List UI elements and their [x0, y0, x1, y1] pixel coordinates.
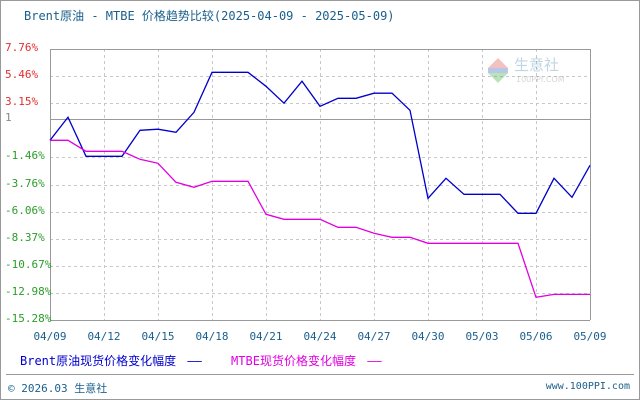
watermark-logo: 生意社 100PPI.COM	[484, 52, 584, 88]
y-tick-label: -6.06%	[5, 203, 45, 217]
y-tick-label: 3.15%	[5, 95, 39, 109]
y-tick-label: -12.98%	[5, 284, 52, 298]
y-tick-label: 5.46%	[5, 68, 39, 82]
legend-mtbe-swatch: ——	[367, 353, 382, 368]
legend-brent-swatch: ——	[187, 353, 202, 368]
x-tick-label: 04/27	[357, 330, 391, 343]
mtbe-series-line	[50, 139, 590, 299]
svg-text:生意社: 生意社	[514, 56, 559, 74]
copyright-text: © 2026.03 生意社	[8, 382, 108, 395]
y-tick-label: -8.37%	[5, 230, 45, 244]
y-tick-label: -3.76%	[5, 176, 45, 190]
x-tick-label: 05/06	[519, 330, 553, 343]
x-tick-label: 04/12	[87, 330, 121, 343]
x-tick-label: 04/15	[141, 330, 175, 343]
y-tick-label: -15.28%	[5, 312, 52, 325]
legend-brent-label: Brent原油现货价格变化幅度	[20, 354, 177, 368]
watermark-icon: 生意社 100PPI.COM	[488, 56, 565, 84]
x-tick-label: 04/18	[195, 330, 229, 343]
y-tick-label: -10.67%	[5, 257, 52, 271]
x-tick-label: 04/30	[411, 330, 445, 343]
site-link[interactable]: www.100PPI.com	[545, 381, 630, 392]
x-tick-label: 04/24	[303, 330, 337, 343]
x-tick-label: 05/09	[573, 330, 607, 343]
y-tick-label: -1.46%	[5, 149, 45, 163]
x-tick-label: 04/09	[33, 330, 67, 343]
chart-title: Brent原油 - MTBE 价格趋势比较(2025-04-09 - 2025-…	[24, 9, 395, 23]
footer-divider	[6, 374, 634, 375]
brent-series-line	[49, 71, 591, 214]
chart-legend: Brent原油现货价格变化幅度 —— MTBE现货价格变化幅度 ——	[20, 352, 382, 369]
y-tick-label: 7.76%	[5, 41, 39, 54]
svg-text:100PPI.COM: 100PPI.COM	[516, 75, 565, 84]
x-tick-label: 05/03	[465, 330, 499, 343]
x-tick-label: 04/21	[249, 330, 283, 343]
y-tick-label: 1	[5, 110, 12, 124]
legend-mtbe-label: MTBE现货价格变化幅度	[231, 354, 356, 368]
